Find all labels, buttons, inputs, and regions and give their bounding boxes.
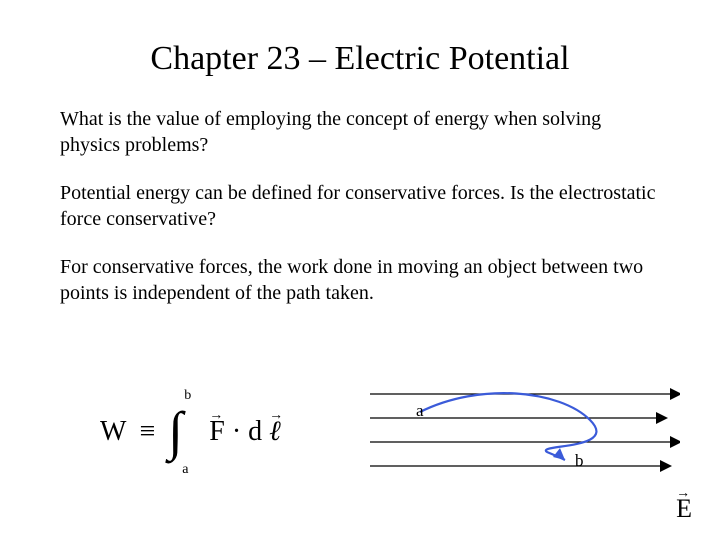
arrow-over-F-icon: →: [209, 408, 223, 424]
svg-text:a: a: [416, 401, 424, 420]
symbol-W: W: [100, 416, 126, 448]
slide-container: Chapter 23 – Electric Potential What is …: [0, 0, 720, 540]
field-diagram: ab → E: [370, 372, 700, 522]
dot-operator: ·: [232, 416, 241, 447]
work-equation: W ≡ b ∫ a → F · d → ℓ: [100, 402, 281, 462]
vector-ell: → ℓ: [269, 416, 281, 448]
integral: b ∫ a: [168, 402, 198, 462]
paragraph-1: What is the value of employing the conce…: [60, 106, 660, 158]
arrow-over-E-icon: →: [676, 486, 690, 502]
symbol-d: d: [248, 416, 262, 447]
integrand: → F · d → ℓ: [209, 416, 281, 448]
bottom-row: W ≡ b ∫ a → F · d → ℓ ab: [0, 372, 720, 522]
paragraph-3: For conservative forces, the work done i…: [60, 254, 660, 306]
symbol-equiv: ≡: [139, 416, 155, 448]
slide-title: Chapter 23 – Electric Potential: [60, 40, 660, 78]
integral-symbol: ∫: [168, 404, 183, 458]
arrow-over-ell-icon: →: [269, 408, 283, 424]
lower-limit: a: [182, 462, 188, 478]
vector-F: → F: [209, 416, 225, 448]
svg-text:b: b: [575, 451, 584, 470]
field-svg: ab: [370, 372, 680, 512]
upper-limit: b: [184, 388, 191, 404]
e-vector-label: → E: [676, 494, 692, 524]
paragraph-2: Potential energy can be defined for cons…: [60, 180, 660, 232]
